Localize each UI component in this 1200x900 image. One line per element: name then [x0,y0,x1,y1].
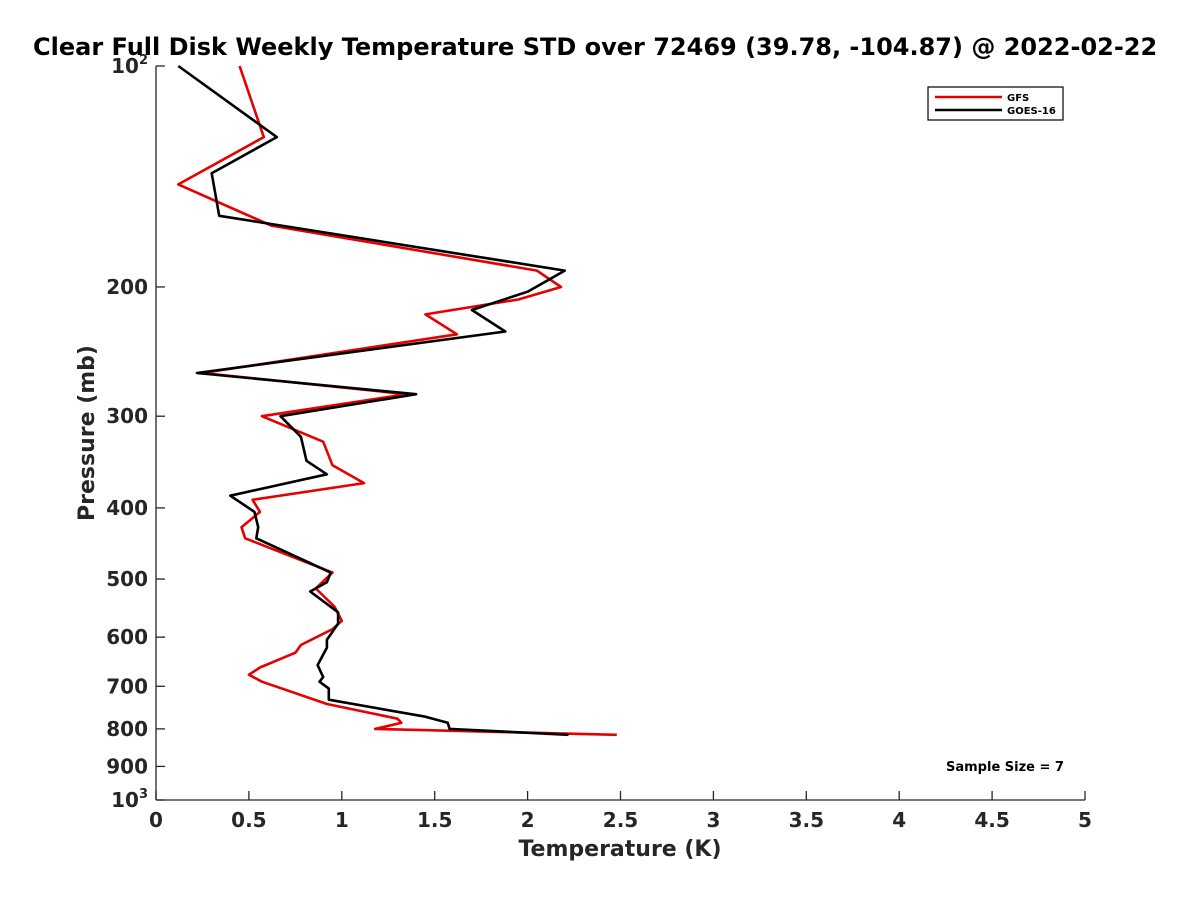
y-tick-label: 900 [106,754,148,778]
series-layer [177,64,617,737]
y-tick-label: 800 [106,717,148,741]
y-axis-title: Pressure (mb) [75,345,100,521]
x-tick-label: 4.5 [974,808,1009,832]
legend-box [927,86,1064,121]
x-ticks: 0 0.5 1 1.5 2 2.5 3 3.5 4 4.5 5 [149,791,1092,832]
x-tick-label: 3.5 [789,808,824,832]
y-tick-label: 102 [111,53,148,78]
x-tick-label: 4 [892,808,906,832]
y-tick-label: 400 [106,496,148,520]
x-tick-label: 1.5 [417,808,452,832]
sample-size-annotation: Sample Size = 7 [946,760,1064,775]
y-tick-label: 700 [106,674,148,698]
y-tick-label: 103 [111,787,148,812]
y-tick-label: 500 [106,567,148,591]
x-tick-label: 0.5 [231,808,266,832]
y-tick-label: 300 [106,404,148,428]
y-ticks: 102 200 300 400 500 600 700 800 900 103 [106,53,165,812]
x-tick-label: 3 [706,808,720,832]
x-axis-title: Temperature (K) [518,837,721,862]
legend-label-goes16: GOES-16 [1007,106,1056,117]
x-tick-label: 1 [335,808,349,832]
y-tick-label: 200 [106,275,148,299]
legend-label-gfs: GFS [1007,93,1029,104]
series-line-gfs [177,65,617,737]
legend: GFS GOES-16 [927,86,1064,121]
x-tick-label: 0 [149,808,163,832]
series-line-goes16 [177,64,569,737]
chart-title: Clear Full Disk Weekly Temperature STD o… [33,33,1157,61]
x-tick-label: 2 [521,808,535,832]
x-tick-label: 5 [1078,808,1092,832]
y-tick-label: 600 [106,625,148,649]
x-tick-label: 2.5 [603,808,638,832]
